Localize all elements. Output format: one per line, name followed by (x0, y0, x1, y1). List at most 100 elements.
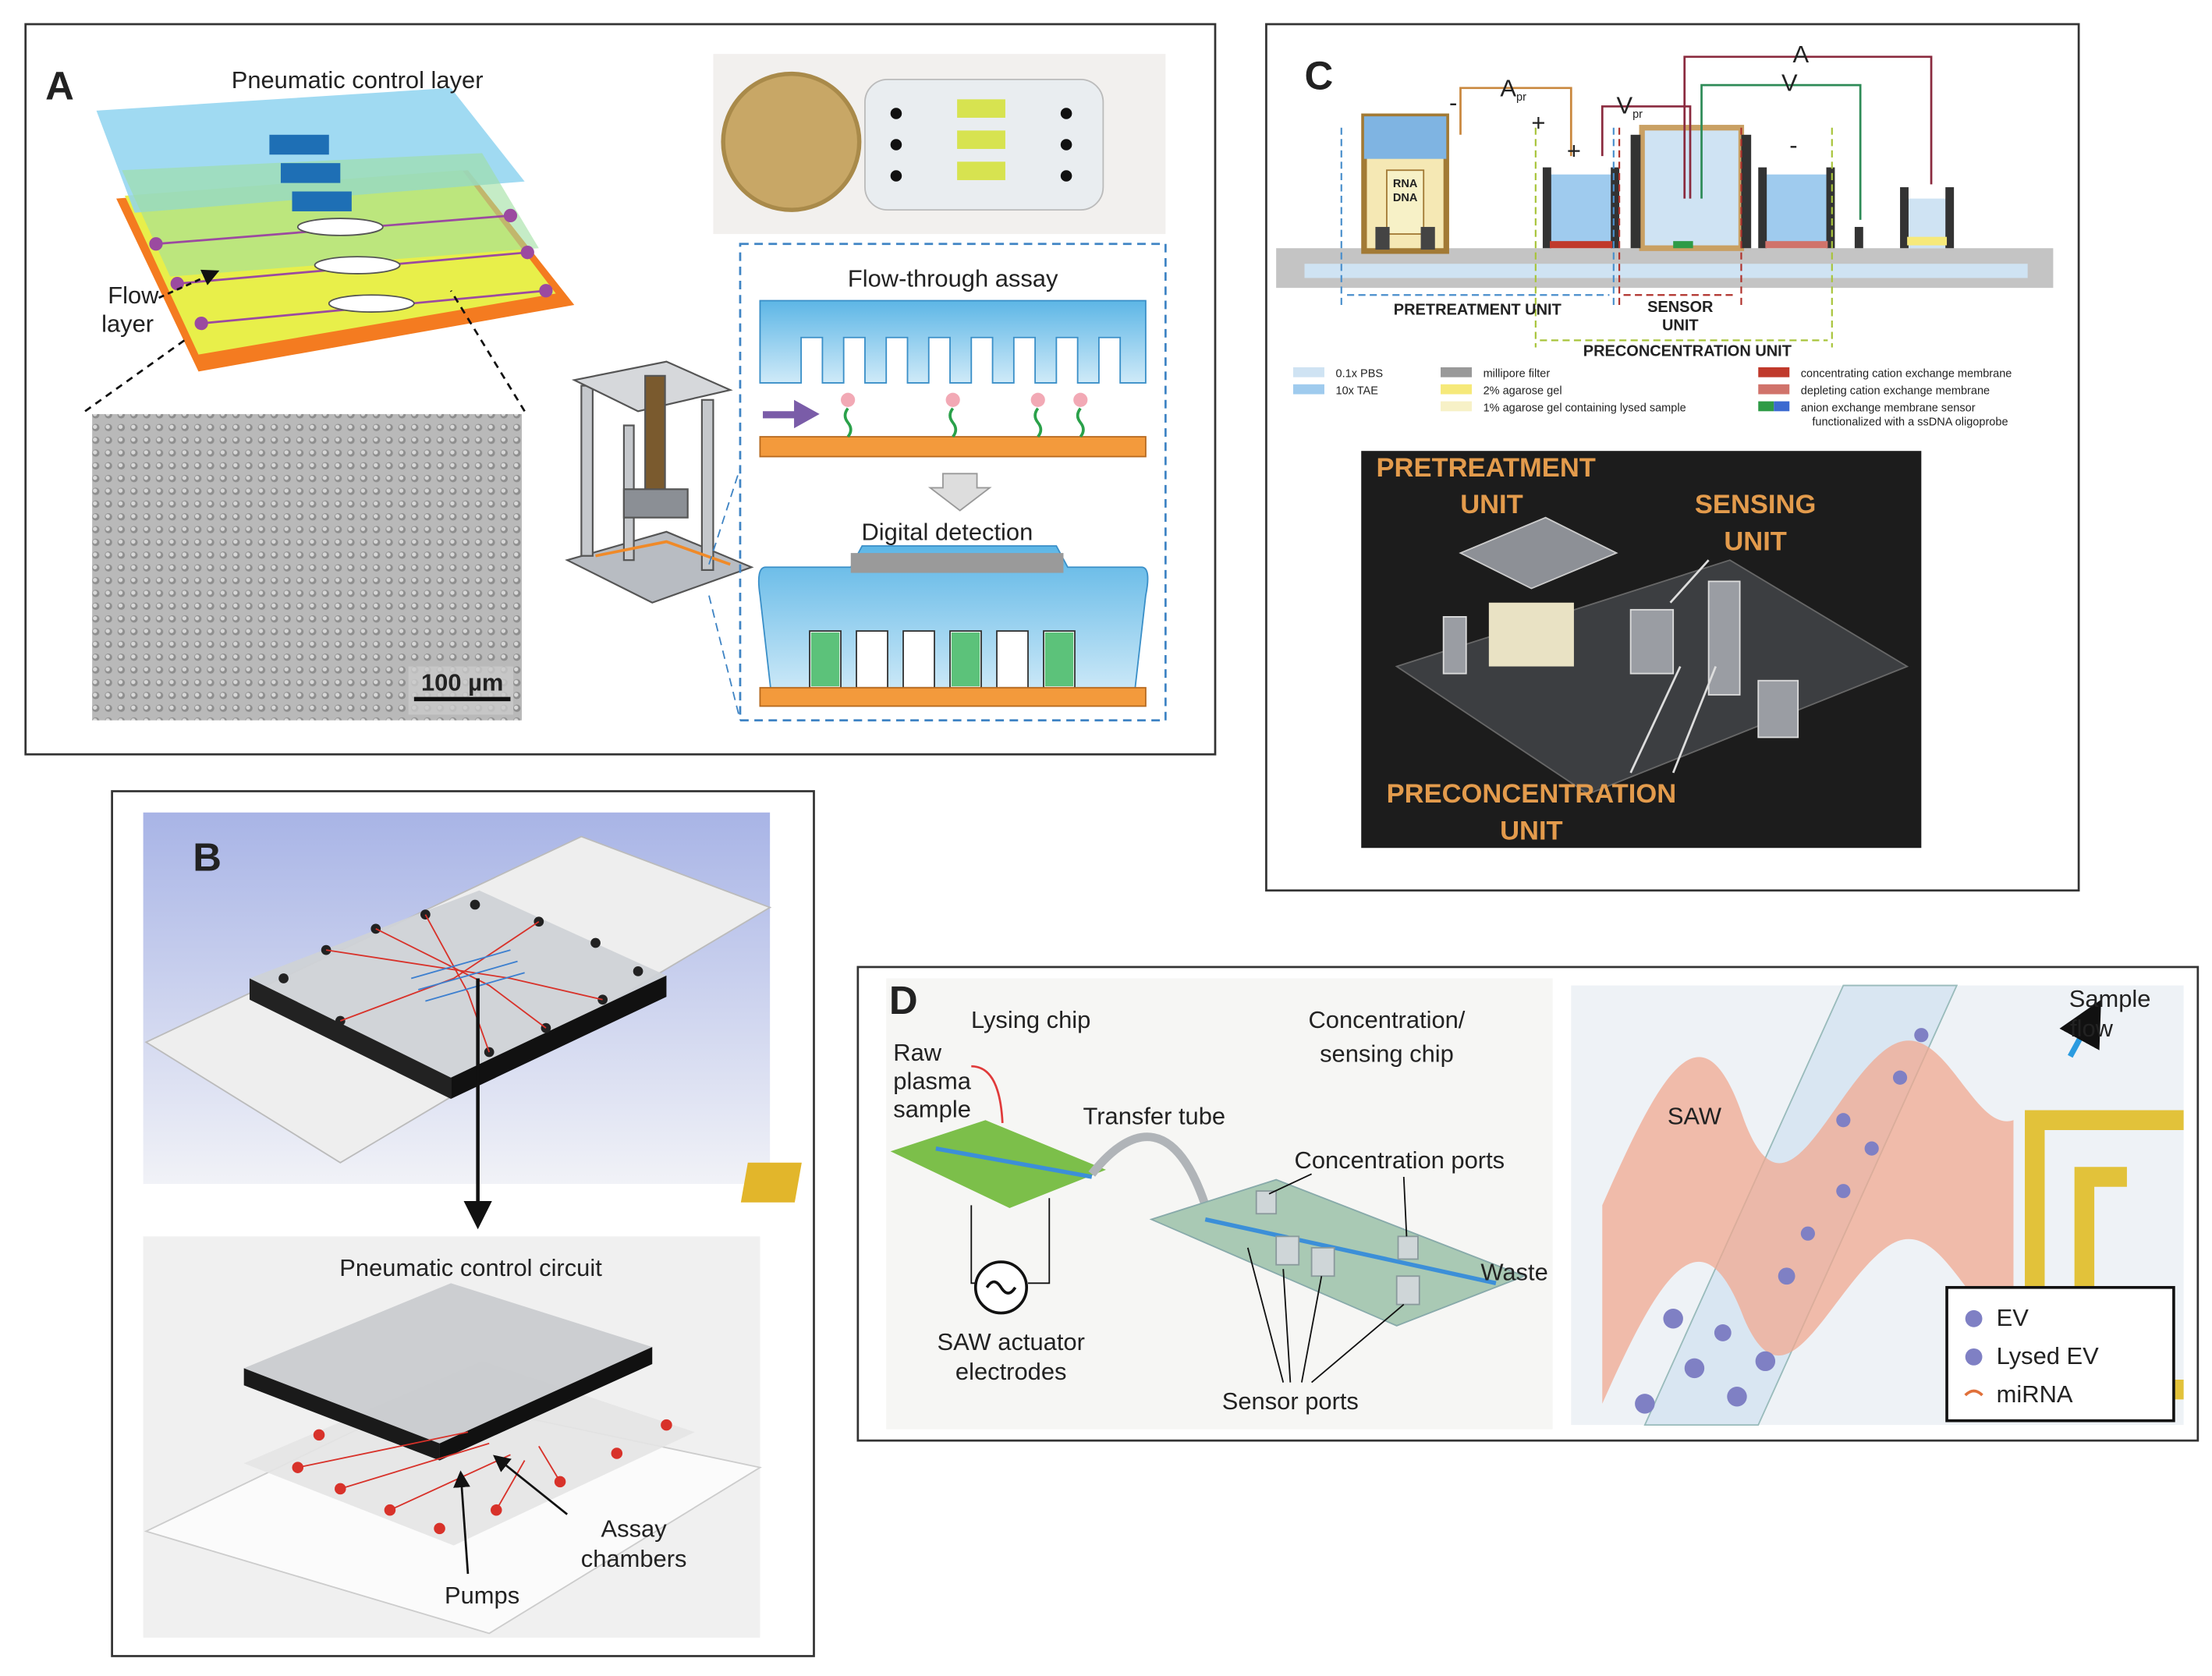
shape (249, 978, 452, 1100)
panel-letter: B (193, 834, 222, 879)
shape (890, 139, 902, 151)
shape (970, 1205, 976, 1284)
shape (1602, 1040, 2014, 1404)
photo-label: UNIT (1500, 816, 1563, 845)
legend-label: EV (1997, 1304, 2029, 1331)
shape (739, 243, 1167, 721)
shape (314, 256, 401, 275)
shape (1635, 1394, 1655, 1414)
shape (1836, 1113, 1851, 1128)
shape (1673, 241, 1693, 249)
shape (1630, 134, 1641, 249)
shape (1441, 401, 1473, 412)
label: Digital detection (861, 519, 1033, 546)
shape (948, 407, 958, 438)
label: electrodes (955, 1358, 1067, 1385)
shape (425, 972, 525, 1002)
label: sensing chip (1320, 1040, 1454, 1068)
shape (296, 218, 415, 313)
shape (1945, 187, 1955, 249)
legend-label: functionalized with a ssDNA oligoprobe (1812, 416, 2008, 428)
label: Pneumatic control layer (232, 66, 484, 94)
shape (325, 949, 603, 1001)
shape (434, 1522, 445, 1535)
shape (759, 299, 1147, 384)
label: DNA (1393, 192, 1418, 204)
shape (2059, 999, 2101, 1058)
shape (1778, 1267, 1795, 1285)
shape (370, 923, 381, 934)
unit-label: SENSOR (1647, 299, 1714, 316)
shape (850, 553, 1064, 573)
shape (1311, 1303, 1405, 1384)
shape (1088, 1132, 1210, 1207)
label: Assay (601, 1515, 668, 1543)
panel-letter: C (1305, 54, 1334, 98)
shape (661, 1419, 672, 1431)
shape (1945, 1285, 2175, 1423)
shape (580, 384, 594, 557)
shape (325, 914, 603, 1053)
shape (708, 595, 741, 721)
panel-letter: D (889, 978, 918, 1022)
shape (1044, 632, 1074, 686)
shape (1864, 1141, 1879, 1156)
shape (1836, 1184, 1851, 1199)
shape (759, 686, 1147, 707)
shape (1765, 241, 1828, 249)
label: Concentration/ (1308, 1006, 1465, 1033)
shape (1639, 125, 1745, 251)
shape (1758, 384, 1790, 395)
shape (539, 284, 553, 298)
shape (1310, 1246, 1335, 1277)
shape (763, 399, 820, 429)
shape (1727, 1387, 1747, 1407)
shape (408, 666, 514, 715)
shape (957, 99, 1005, 180)
photo-label: UNIT (1460, 490, 1523, 519)
photo-label: SENSING (1695, 490, 1816, 519)
shape (1542, 167, 1551, 249)
shape (927, 473, 992, 512)
shape (1246, 1247, 1285, 1383)
photo-label: UNIT (1724, 526, 1787, 556)
label: Lysing chip (971, 1006, 1090, 1033)
shape (243, 1368, 440, 1461)
shape (1601, 105, 1692, 199)
shape (810, 632, 1074, 686)
shape (243, 1283, 653, 1444)
shape (1755, 1351, 1776, 1372)
shape (890, 1120, 1106, 1208)
shape (339, 921, 540, 1022)
shape (1900, 187, 1909, 249)
shape (644, 374, 666, 505)
shape (622, 488, 689, 519)
shape (449, 290, 526, 413)
label: A (1792, 41, 1809, 68)
shape (611, 1447, 623, 1459)
shape (1395, 559, 1909, 795)
shape (1060, 108, 1072, 119)
shape (410, 949, 511, 980)
shape (1741, 134, 1752, 249)
shape (453, 1470, 470, 1575)
label: Flow (108, 282, 159, 309)
label: flow (2070, 1015, 2114, 1042)
shape (1765, 174, 1828, 246)
legend: EV Lysed EV miRNA (1945, 1285, 2175, 1423)
shape (1204, 1217, 1497, 1285)
shape (1757, 679, 1799, 739)
shape (1292, 384, 1324, 395)
legend-label: Lysed EV (1997, 1342, 2099, 1370)
shape (1246, 1173, 1408, 1384)
shape (1375, 226, 1390, 250)
shape (122, 153, 539, 277)
shape (1550, 241, 1613, 249)
shape (243, 1361, 695, 1546)
shape (470, 899, 480, 910)
label: A (1500, 75, 1516, 102)
shape (1635, 1028, 1929, 1414)
shape (389, 1454, 511, 1511)
panel-d: D Lysing chip Concentration/ sensing chi… (740, 966, 2200, 1442)
